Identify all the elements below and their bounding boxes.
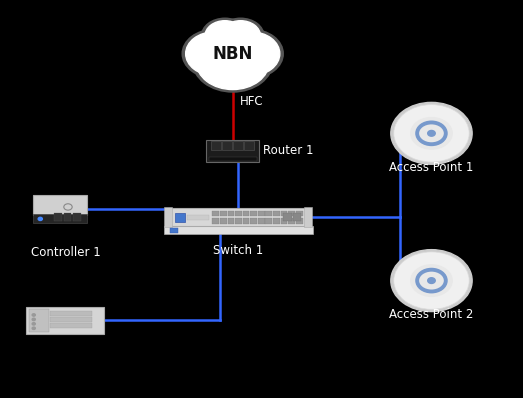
Circle shape bbox=[32, 314, 36, 316]
FancyBboxPatch shape bbox=[243, 211, 249, 216]
Text: NBN: NBN bbox=[212, 45, 253, 63]
FancyBboxPatch shape bbox=[206, 140, 259, 162]
Circle shape bbox=[428, 278, 435, 283]
FancyBboxPatch shape bbox=[288, 211, 295, 216]
Circle shape bbox=[192, 31, 274, 93]
FancyBboxPatch shape bbox=[26, 307, 105, 334]
FancyBboxPatch shape bbox=[220, 218, 227, 224]
FancyBboxPatch shape bbox=[169, 208, 306, 226]
FancyBboxPatch shape bbox=[54, 213, 62, 221]
FancyBboxPatch shape bbox=[50, 310, 93, 316]
FancyBboxPatch shape bbox=[211, 141, 221, 150]
FancyBboxPatch shape bbox=[209, 157, 257, 161]
Text: Router 1: Router 1 bbox=[263, 144, 313, 157]
FancyBboxPatch shape bbox=[222, 141, 232, 150]
FancyBboxPatch shape bbox=[293, 213, 301, 221]
FancyBboxPatch shape bbox=[235, 211, 242, 216]
Text: HFC: HFC bbox=[240, 95, 263, 108]
FancyBboxPatch shape bbox=[228, 218, 234, 224]
FancyBboxPatch shape bbox=[33, 214, 87, 223]
Circle shape bbox=[32, 323, 36, 325]
Circle shape bbox=[222, 32, 280, 76]
Circle shape bbox=[411, 265, 452, 297]
Circle shape bbox=[201, 18, 249, 54]
Text: Controller 1: Controller 1 bbox=[31, 246, 101, 259]
FancyBboxPatch shape bbox=[164, 207, 172, 227]
Circle shape bbox=[221, 21, 260, 51]
FancyBboxPatch shape bbox=[258, 218, 265, 224]
Text: Switch 1: Switch 1 bbox=[213, 244, 263, 257]
Circle shape bbox=[428, 131, 435, 136]
FancyBboxPatch shape bbox=[50, 317, 93, 322]
Circle shape bbox=[205, 21, 245, 51]
FancyBboxPatch shape bbox=[296, 211, 302, 216]
FancyBboxPatch shape bbox=[243, 218, 249, 224]
Circle shape bbox=[203, 20, 262, 64]
FancyBboxPatch shape bbox=[281, 211, 288, 216]
FancyBboxPatch shape bbox=[296, 218, 302, 224]
FancyBboxPatch shape bbox=[283, 213, 292, 221]
FancyBboxPatch shape bbox=[28, 309, 49, 332]
Circle shape bbox=[394, 252, 469, 309]
FancyBboxPatch shape bbox=[250, 218, 257, 224]
Circle shape bbox=[181, 29, 247, 79]
FancyBboxPatch shape bbox=[250, 211, 257, 216]
Circle shape bbox=[394, 105, 469, 162]
Circle shape bbox=[196, 34, 269, 90]
FancyBboxPatch shape bbox=[235, 218, 242, 224]
Circle shape bbox=[186, 32, 243, 76]
FancyBboxPatch shape bbox=[273, 218, 280, 224]
FancyBboxPatch shape bbox=[233, 141, 243, 150]
Circle shape bbox=[217, 18, 265, 54]
FancyBboxPatch shape bbox=[288, 218, 295, 224]
Circle shape bbox=[32, 318, 36, 321]
FancyBboxPatch shape bbox=[258, 211, 265, 216]
FancyBboxPatch shape bbox=[281, 218, 288, 224]
Circle shape bbox=[411, 117, 452, 149]
FancyBboxPatch shape bbox=[304, 207, 312, 227]
FancyBboxPatch shape bbox=[170, 228, 178, 233]
FancyBboxPatch shape bbox=[64, 213, 71, 221]
FancyBboxPatch shape bbox=[175, 213, 185, 222]
FancyBboxPatch shape bbox=[266, 211, 272, 216]
FancyBboxPatch shape bbox=[266, 218, 272, 224]
FancyBboxPatch shape bbox=[220, 211, 227, 216]
Circle shape bbox=[218, 29, 284, 79]
FancyBboxPatch shape bbox=[212, 211, 219, 216]
FancyBboxPatch shape bbox=[73, 213, 81, 221]
FancyBboxPatch shape bbox=[273, 211, 280, 216]
Text: Access Point 2: Access Point 2 bbox=[389, 308, 474, 322]
Circle shape bbox=[38, 217, 42, 220]
FancyBboxPatch shape bbox=[212, 218, 219, 224]
FancyBboxPatch shape bbox=[50, 323, 93, 328]
Text: Access Point 1: Access Point 1 bbox=[389, 161, 474, 174]
FancyBboxPatch shape bbox=[228, 211, 234, 216]
Circle shape bbox=[391, 250, 472, 312]
Circle shape bbox=[391, 102, 472, 164]
Circle shape bbox=[208, 23, 258, 61]
Circle shape bbox=[32, 327, 36, 330]
FancyBboxPatch shape bbox=[33, 195, 87, 215]
FancyBboxPatch shape bbox=[187, 215, 209, 220]
FancyBboxPatch shape bbox=[244, 141, 254, 150]
FancyBboxPatch shape bbox=[164, 226, 313, 234]
